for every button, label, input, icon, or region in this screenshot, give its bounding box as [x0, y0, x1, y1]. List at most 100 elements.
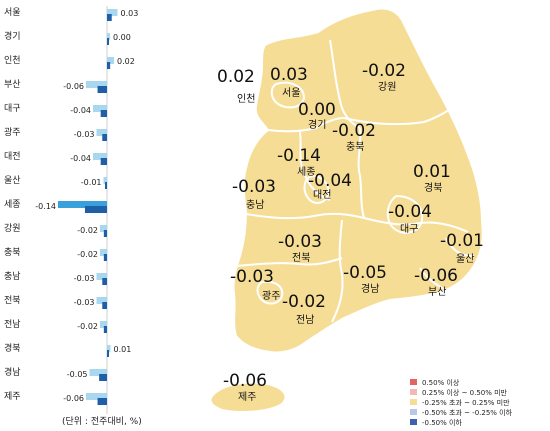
border-seoul-ring: [270, 81, 305, 109]
legend-swatch-3: [410, 409, 417, 415]
legend-label-2: -0.25% 초과 ~ 0.25% 미만: [422, 398, 510, 407]
bar-5: [96, 129, 107, 136]
bar-value-label: 0.03: [121, 9, 139, 18]
legend-swatch-1: [410, 389, 417, 395]
map-label-daegu: 대구: [400, 223, 418, 235]
bar-value-label: -0.06: [63, 82, 84, 91]
border-chungnam-chungbuk: [299, 131, 331, 201]
bar-shadow-7: [105, 182, 107, 189]
border-daejeon-ring: [303, 175, 330, 204]
border-gangwon-south: [343, 107, 453, 126]
map-value-chungnam: -0.03: [232, 177, 276, 197]
bar-shadow-9: [103, 230, 107, 237]
map-label-gyeongnam: 경남: [361, 282, 379, 295]
map-legend: 0.50% 이상 0.25% 이상 ~ 0.50% 미만 -0.25% 초과 ~…: [410, 378, 513, 427]
bar-category-label: 서울: [4, 7, 21, 18]
bar-category-label: 전북: [4, 295, 21, 306]
bar-category-label: 울산: [4, 175, 21, 186]
map-label-gyeonggi: 경기: [308, 118, 326, 131]
bar-category-label: 강원: [4, 223, 21, 234]
bar-value-label: -0.02: [77, 226, 98, 235]
bar-value-label: 0.01: [114, 345, 132, 354]
bar-shadow-13: [103, 326, 107, 333]
map-value-gyeonggi: 0.00: [298, 100, 336, 120]
map-label-sejong: 세종: [297, 166, 315, 178]
region-shape-jeju: [209, 381, 287, 413]
bar-category-label: 세종: [4, 199, 21, 210]
bar-value-label: 0.02: [117, 57, 135, 66]
map-label-gwangju: 광주: [262, 290, 280, 302]
map-value-incheon: 0.02: [217, 67, 255, 87]
map-value-gyeongnam: -0.05: [343, 263, 387, 283]
bar-shadow-16: [97, 398, 107, 405]
bar-16: [86, 393, 107, 400]
bar-8: [58, 201, 107, 208]
bar-3: [86, 81, 107, 88]
bar-category-label: 대구: [4, 103, 21, 114]
bar-category-label: 경남: [4, 366, 21, 378]
legend-label-3: -0.50% 초과 ~ -0.25% 이하: [422, 408, 513, 417]
map-value-gyeongbuk: 0.01: [413, 162, 451, 182]
bar-value-label: -0.03: [74, 274, 95, 283]
map-value-seoul: 0.03: [270, 65, 308, 85]
map-label-daejeon: 대전: [313, 189, 331, 201]
weekly-change-bar-chart: 서울 0.03 경기 0.00 인천 0.02 부산 -0.06 대구 -0.04 광주 -0.03 대…: [4, 6, 142, 427]
map-value-ulsan: -0.01: [440, 231, 484, 251]
bar-shadow-4: [100, 110, 107, 117]
bar-14: [107, 345, 111, 352]
map-label-seoul: 서울: [282, 87, 300, 99]
bar-shadow-11: [102, 278, 107, 285]
bar-2: [107, 57, 114, 64]
bar-category-label: 광주: [4, 126, 21, 138]
bar-10: [100, 249, 107, 256]
bar-category-label: 경북: [4, 342, 21, 354]
bar-value-label: -0.05: [67, 370, 88, 379]
bar-category-label: 대전: [4, 151, 21, 162]
map-value-chungbuk: -0.02: [332, 121, 376, 141]
region-shape-mainland: [232, 7, 484, 354]
border-jeonnam-gyeongnam: [331, 219, 344, 323]
bar-value-label: 0.00: [113, 33, 131, 42]
map-label-chungbuk: 충북: [346, 141, 364, 153]
legend-swatch-0: [410, 379, 417, 385]
bar-category-label: 인천: [4, 55, 21, 66]
bar-category-label: 전남: [4, 319, 21, 330]
map-label-gangwon: 강원: [378, 81, 396, 93]
bar-category-label: 제주: [4, 391, 21, 402]
bar-value-label: -0.03: [74, 130, 95, 139]
bar-shadow-5: [102, 134, 107, 141]
map-value-jeonbuk: -0.03: [278, 232, 322, 252]
border-ulsan: [445, 237, 475, 257]
border-gyeonggi-gangwon: [329, 39, 361, 129]
border-gwangju-ring: [256, 280, 284, 305]
bar-value-label: -0.04: [70, 154, 91, 163]
map-label-chungnam: 충남: [246, 199, 264, 211]
map-value-daegu: -0.04: [388, 202, 432, 222]
border-jeonbuk-north: [245, 212, 365, 220]
bar-shadow-2: [107, 62, 111, 69]
bar-4: [93, 105, 107, 112]
bar-shadow-3: [97, 86, 107, 93]
legend-swatch-4: [410, 419, 417, 425]
bar-value-label: -0.06: [63, 394, 84, 403]
bar-shadow-14: [107, 350, 109, 357]
bar-value-label: -0.02: [77, 322, 98, 331]
bar-11: [96, 273, 107, 280]
bar-category-label: 충남: [4, 271, 21, 282]
bar-12: [96, 297, 107, 304]
map-value-jeonnam: -0.02: [282, 292, 326, 312]
bar-shadow-12: [102, 302, 107, 309]
map-label-busan: 부산: [428, 286, 446, 298]
border-jeonbuk-south: [235, 257, 343, 267]
map-label-ulsan: 울산: [456, 253, 474, 265]
bar-7: [103, 177, 107, 184]
bar-shadow-6: [100, 158, 107, 165]
bar-shadow-0: [107, 14, 112, 21]
bar-shadow-8: [84, 206, 107, 213]
map-label-jeonbuk: 전북: [292, 252, 310, 264]
map-label-incheon: 인천: [237, 93, 255, 105]
map-label-jeju: 제주: [238, 391, 256, 403]
legend-label-0: 0.50% 이상: [422, 378, 460, 387]
border-busan: [419, 267, 447, 291]
map-value-gangwon: -0.02: [362, 61, 406, 81]
